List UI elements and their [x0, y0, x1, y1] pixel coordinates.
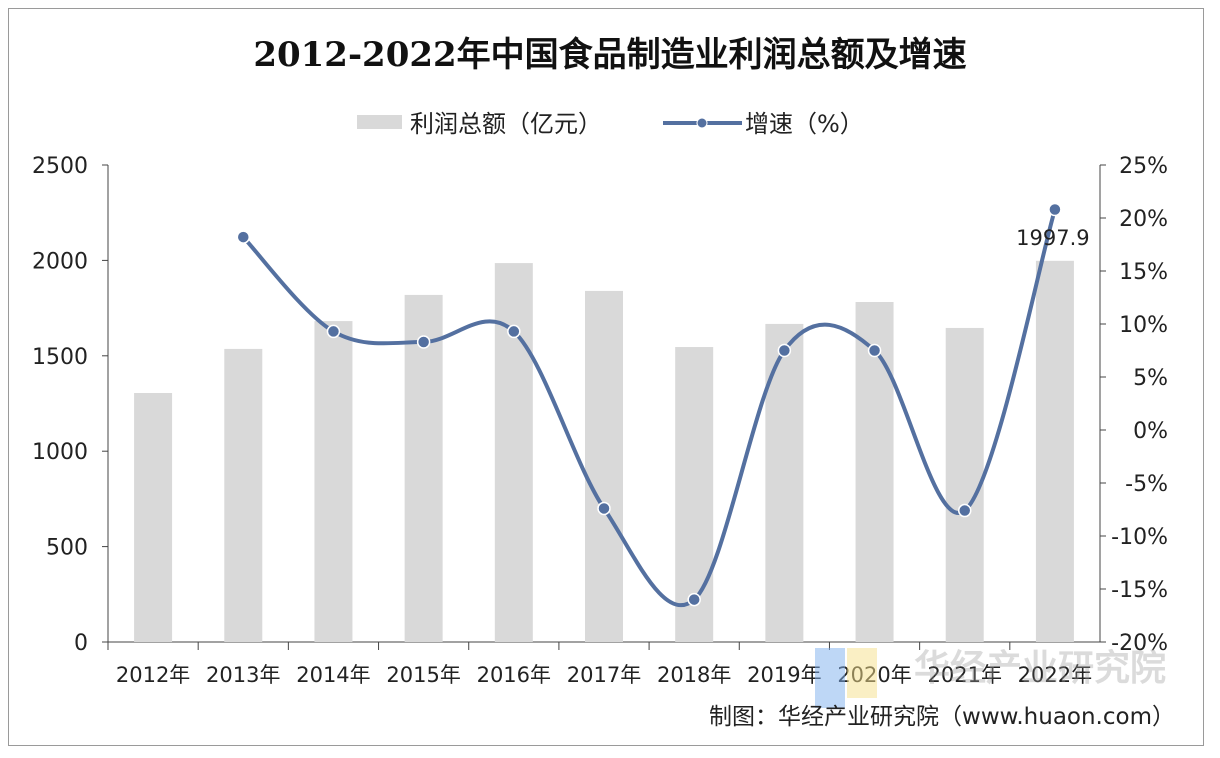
watermark-logo: 华经产业研究院	[815, 648, 1166, 708]
x-tick-label: 2021年	[928, 663, 1002, 687]
x-tick-label: 2014年	[296, 663, 370, 687]
legend-bar-label: 利润总额（亿元）	[410, 110, 602, 138]
y-left-tick-label: 2500	[32, 154, 88, 179]
x-tick-label: 2018年	[657, 663, 731, 687]
y-left-tick-label: 1000	[32, 440, 88, 465]
y-right-tick-label: 20%	[1119, 207, 1168, 232]
growth-point	[777, 343, 792, 358]
growth-point	[416, 335, 431, 349]
x-tick-label: 2017年	[567, 663, 641, 687]
bar-2016年	[494, 263, 533, 642]
y-right-tick-label: 10%	[1119, 313, 1168, 338]
legend-line-marker	[696, 117, 708, 129]
legend-line-label: 增速（%）	[745, 110, 864, 138]
growth-point	[597, 501, 611, 516]
growth-point	[867, 343, 882, 358]
bar-2021年	[945, 327, 984, 642]
y-right-tick-label: -15%	[1111, 578, 1168, 603]
bar-2017年	[585, 290, 623, 642]
growth-point	[1048, 202, 1062, 217]
y-right-tick-label: 5%	[1133, 366, 1168, 391]
bar-2020年	[855, 301, 894, 642]
bar-data-label: 1997.9	[1016, 226, 1089, 250]
bar-2019年	[765, 323, 804, 642]
x-tick-label: 2012年	[116, 663, 190, 687]
legend: 利润总额（亿元） 增速（%）	[357, 110, 864, 138]
bar-2014年	[314, 321, 353, 642]
growth-point	[236, 230, 251, 244]
x-tick-label: 2016年	[477, 663, 551, 687]
y-right-tick-label: 25%	[1119, 154, 1168, 179]
x-tick-label: 2022年	[1018, 663, 1092, 687]
growth-point	[326, 324, 341, 339]
growth-point	[687, 592, 701, 607]
y-right-tick-label: -20%	[1111, 631, 1168, 656]
growth-point	[957, 503, 972, 518]
growth-line	[241, 208, 1057, 608]
bar-2022年	[1035, 260, 1074, 642]
bar-2015年	[404, 294, 443, 642]
y-left-tick-label: 0	[74, 631, 88, 656]
x-tick-label: 2013年	[206, 663, 280, 687]
x-tick-label: 2015年	[386, 663, 460, 687]
svg-text:华经产业研究院: 华经产业研究院	[914, 648, 1166, 689]
bar-2013年	[224, 348, 263, 642]
x-tick-label: 2019年	[747, 663, 821, 687]
y-right-tick-label: 15%	[1119, 260, 1168, 285]
source-note: 制图：华经产业研究院（www.huaon.com）	[709, 704, 1175, 730]
y-right-tick-label: -10%	[1111, 525, 1168, 550]
y-left-tick-label: 2000	[32, 249, 88, 274]
legend-bar-swatch	[357, 115, 402, 129]
growth-point	[507, 324, 521, 339]
bar-2018年	[675, 347, 714, 642]
bar-2012年	[134, 393, 173, 642]
y-right-tick-label: 0%	[1133, 419, 1168, 444]
y-left-tick-label: 500	[46, 536, 88, 561]
chart-title: 2012-2022年中国食品制造业利润总额及增速	[253, 35, 966, 75]
y-left-tick-label: 1500	[32, 345, 88, 370]
y-right-tick-label: -5%	[1125, 472, 1168, 497]
